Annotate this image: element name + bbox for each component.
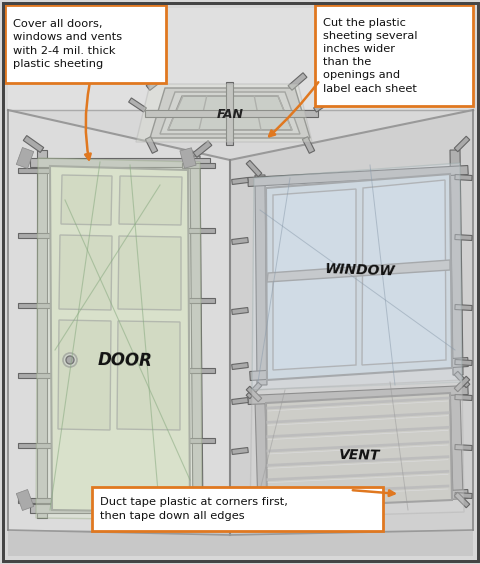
Polygon shape (247, 386, 467, 404)
Circle shape (66, 356, 74, 364)
Polygon shape (145, 136, 157, 153)
Polygon shape (453, 371, 469, 387)
Polygon shape (229, 110, 472, 530)
Polygon shape (193, 140, 211, 157)
Polygon shape (30, 157, 210, 166)
Polygon shape (231, 307, 248, 315)
Polygon shape (18, 372, 55, 377)
Polygon shape (117, 321, 180, 430)
Text: Duct tape plastic at corners first,
then tape down all edges: Duct tape plastic at corners first, then… (100, 497, 287, 521)
Polygon shape (18, 168, 55, 173)
Polygon shape (128, 98, 146, 112)
Text: Cut the plastic
sheeting several
inches wider
than the
openings and
label each s: Cut the plastic sheeting several inches … (323, 17, 417, 94)
Polygon shape (361, 180, 445, 365)
Polygon shape (150, 88, 309, 138)
Polygon shape (30, 504, 210, 513)
Polygon shape (59, 235, 112, 310)
Polygon shape (246, 160, 261, 177)
Polygon shape (58, 320, 111, 430)
Polygon shape (288, 73, 306, 90)
Polygon shape (144, 109, 317, 117)
Polygon shape (231, 447, 248, 455)
Polygon shape (231, 363, 248, 369)
Polygon shape (454, 394, 471, 400)
Polygon shape (181, 162, 215, 168)
Polygon shape (454, 492, 471, 499)
Polygon shape (119, 176, 181, 225)
Polygon shape (18, 497, 55, 503)
Polygon shape (8, 530, 472, 556)
Polygon shape (266, 260, 449, 282)
Polygon shape (454, 359, 471, 365)
Polygon shape (168, 96, 291, 130)
Polygon shape (226, 82, 233, 145)
Polygon shape (160, 92, 300, 134)
Bar (16, 490, 34, 510)
Polygon shape (8, 110, 229, 530)
Polygon shape (454, 235, 471, 240)
Polygon shape (246, 382, 261, 399)
Polygon shape (181, 297, 215, 302)
Polygon shape (454, 305, 471, 311)
Polygon shape (254, 175, 266, 385)
Polygon shape (146, 73, 167, 90)
Polygon shape (181, 227, 215, 232)
Polygon shape (453, 376, 469, 392)
FancyBboxPatch shape (92, 487, 382, 531)
Polygon shape (449, 150, 462, 375)
Polygon shape (61, 175, 112, 225)
Polygon shape (36, 158, 202, 520)
Polygon shape (246, 503, 261, 519)
FancyBboxPatch shape (5, 5, 166, 83)
Text: VENT: VENT (338, 448, 380, 462)
Polygon shape (265, 174, 451, 380)
Polygon shape (453, 492, 469, 508)
Polygon shape (18, 302, 55, 307)
Polygon shape (18, 232, 55, 237)
Bar (180, 490, 196, 510)
Polygon shape (454, 174, 471, 180)
Polygon shape (252, 163, 461, 390)
Polygon shape (231, 178, 248, 184)
Text: DOOR: DOOR (97, 350, 152, 369)
Polygon shape (231, 496, 248, 503)
Polygon shape (273, 189, 355, 370)
Polygon shape (136, 84, 312, 142)
Bar (180, 148, 196, 168)
Polygon shape (302, 136, 314, 153)
Text: WINDOW: WINDOW (324, 262, 395, 278)
Text: Cover all doors,
windows and vents
with 2-4 mil. thick
plastic sheeting: Cover all doors, windows and vents with … (13, 19, 122, 69)
FancyBboxPatch shape (314, 5, 472, 106)
Polygon shape (265, 393, 451, 508)
Polygon shape (50, 166, 190, 512)
Polygon shape (18, 443, 55, 447)
Polygon shape (313, 98, 331, 112)
Polygon shape (37, 150, 47, 518)
Circle shape (63, 353, 77, 367)
Polygon shape (181, 492, 215, 497)
Polygon shape (254, 400, 267, 510)
Polygon shape (231, 398, 248, 404)
Polygon shape (118, 236, 180, 310)
Polygon shape (249, 490, 467, 509)
Text: FAN: FAN (216, 108, 243, 121)
Polygon shape (181, 438, 215, 443)
Polygon shape (181, 368, 215, 372)
Polygon shape (453, 136, 469, 152)
Polygon shape (454, 444, 471, 451)
Polygon shape (190, 156, 203, 520)
Polygon shape (8, 8, 472, 110)
Polygon shape (449, 390, 462, 498)
Polygon shape (247, 165, 467, 187)
Polygon shape (250, 380, 463, 518)
Polygon shape (246, 386, 261, 402)
Bar (16, 148, 34, 169)
Polygon shape (249, 358, 468, 381)
Polygon shape (23, 135, 44, 152)
Polygon shape (231, 237, 248, 244)
